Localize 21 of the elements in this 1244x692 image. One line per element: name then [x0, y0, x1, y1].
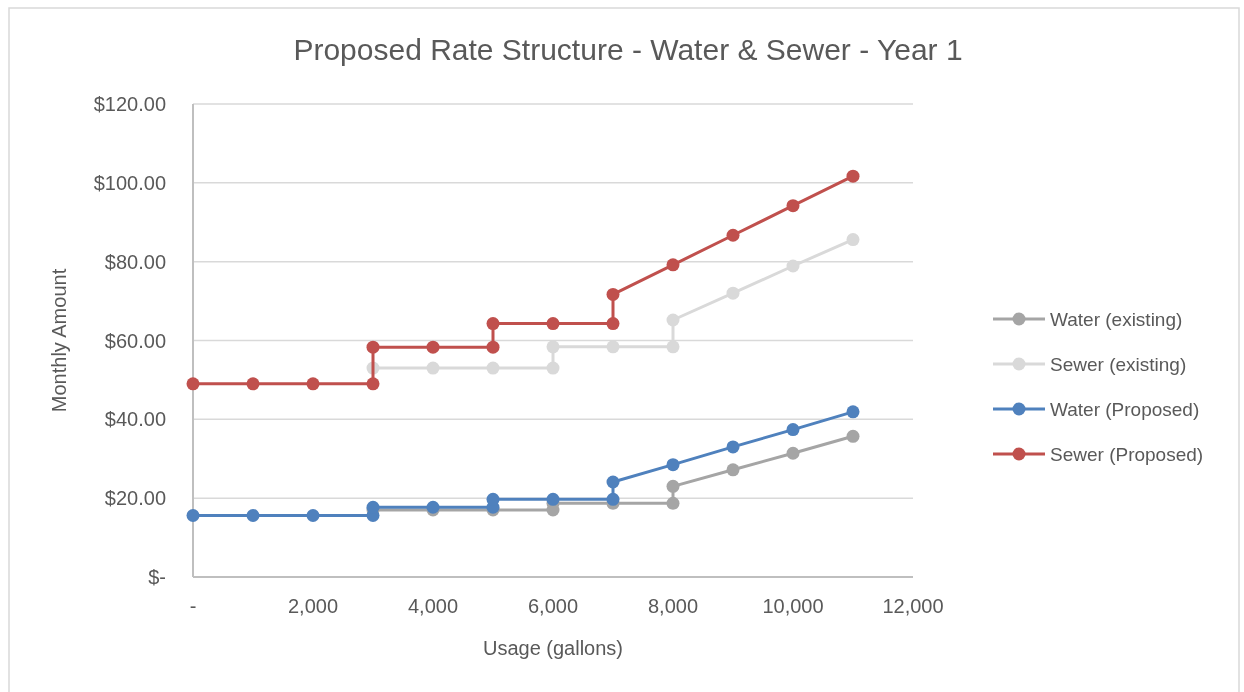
y-tick-label: $80.00	[104, 250, 166, 273]
x-tick-label: 12,000	[882, 595, 944, 617]
y-tick-label: $-	[148, 566, 166, 588]
legend-label: Sewer (existing)	[1050, 353, 1187, 375]
y-tick-label: $100.00	[93, 171, 166, 194]
y-tick-label: $20.00	[104, 487, 166, 510]
x-tick-label: -	[189, 595, 197, 617]
y-axis-title: Monthly Amount	[48, 268, 70, 413]
x-tick-label: 2,000	[287, 595, 339, 617]
x-tick-label: 6,000	[527, 595, 579, 617]
legend-label: Water (Proposed)	[1050, 398, 1200, 420]
x-tick-label: 8,000	[647, 595, 699, 617]
x-tick-label: 10,000	[762, 595, 824, 617]
y-tick-label: $40.00	[104, 408, 166, 431]
y-tick-label: $60.00	[104, 329, 166, 352]
x-axis-title: Usage (gallons)	[482, 637, 624, 659]
legend-label: Sewer (Proposed)	[1050, 443, 1204, 465]
chart-title: Proposed Rate Structure - Water & Sewer - Year 1	[293, 33, 963, 66]
y-tick-label: $120.00	[93, 93, 166, 115]
legend-label: Water (existing)	[1050, 308, 1183, 330]
x-tick-label: 4,000	[407, 595, 459, 617]
